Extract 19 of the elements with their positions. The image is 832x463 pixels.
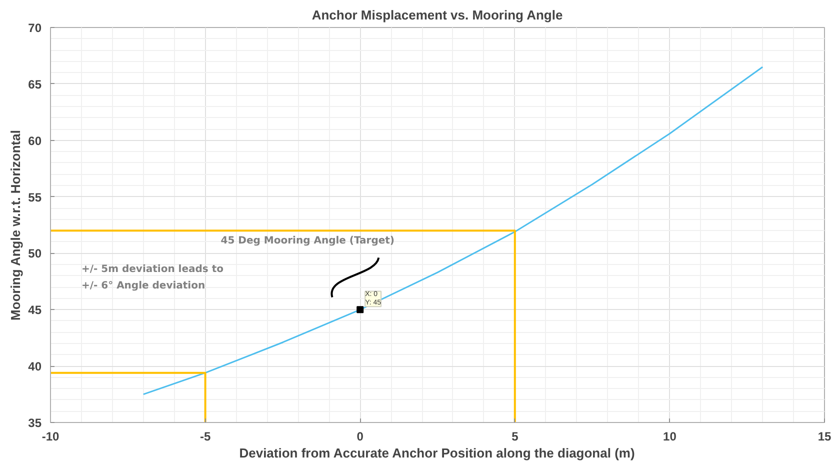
y-tick-label: 70 [28, 21, 42, 35]
x-tick-label: -5 [200, 430, 211, 444]
chart-title: Anchor Misplacement vs. Mooring Angle [312, 8, 563, 22]
x-tick-label: 15 [818, 430, 832, 444]
y-tick-label: 65 [28, 77, 42, 92]
x-tick-label: -10 [42, 430, 60, 444]
annotation: +/- 5m deviation leads to +/- 6° Angle deviation [81, 264, 224, 292]
x-axis-title: Deviation from Accurate Anchor Position along the diagonal (m) [239, 446, 635, 460]
y-tick-label: 35 [28, 416, 42, 430]
y-tick-label: 55 [28, 190, 42, 204]
annotation: 45 Deg Mooring Angle (Target) [220, 235, 394, 246]
y-tick-label: 60 [28, 134, 42, 148]
y-tick-label: 50 [28, 246, 42, 261]
y-axis-title: Mooring Angle w.r.t. Horizontal [8, 130, 24, 320]
x-tick-label: 0 [356, 430, 364, 444]
y-tick-label: 45 [28, 303, 42, 318]
x-tick-label: 5 [512, 430, 519, 444]
y-tick-label: 40 [28, 360, 42, 374]
x-tick-label: 10 [663, 430, 677, 444]
